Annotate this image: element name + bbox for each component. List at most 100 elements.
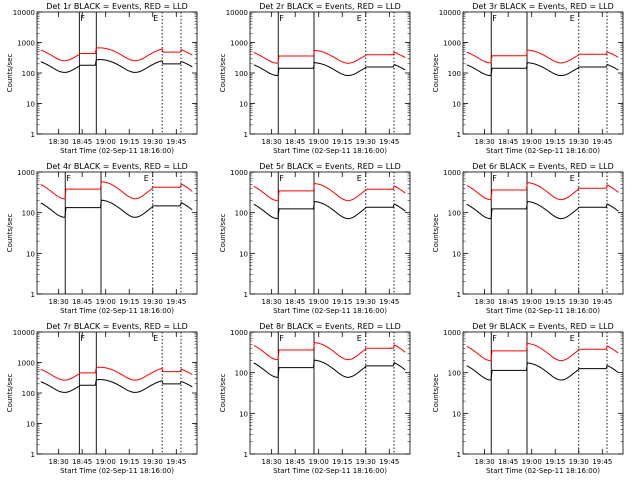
y-axis-label: Counts/sec — [6, 374, 14, 413]
chart-panel-7: Det 7r BLACK = Events, RED = LLD 1 10 100 10… — [6, 322, 198, 475]
x-tick-label: 18:30 — [475, 298, 495, 306]
y-tick-label: 1 — [457, 291, 461, 299]
events-series-line — [253, 62, 406, 76]
y-tick-label: 1000 — [17, 40, 35, 48]
y-tick-label: 1 — [244, 131, 248, 139]
chart-panel-3: Det 3r BLACK = Events, RED = LLD 1 10 100 10… — [432, 2, 624, 155]
y-tick-label: 100 — [448, 370, 461, 378]
x-tick-label: 19:30 — [143, 138, 163, 146]
x-tick-label: 19:15 — [545, 458, 565, 466]
y-tick-label: 1000 — [443, 169, 461, 177]
y-tick-label: 100 — [235, 370, 248, 378]
chart-panel-4: Det 4r BLACK = Events, RED = LLD 1 10 100 10… — [6, 162, 198, 315]
x-tick-label: 19:30 — [569, 458, 589, 466]
x-axis-label: Start Time (02-Sep-11 18:16:00) — [273, 307, 387, 315]
x-axis-label: Start Time (02-Sep-11 18:16:00) — [273, 147, 387, 155]
y-tick-label: 1 — [31, 451, 35, 459]
y-axis-label: Counts/sec — [219, 374, 227, 413]
y-tick-label: 100 — [235, 70, 248, 78]
x-axis-label: Start Time (02-Sep-11 18:16:00) — [60, 147, 174, 155]
x-tick-label: 19:15 — [119, 138, 139, 146]
chart-title: Det 4r BLACK = Events, RED = LLD — [46, 162, 188, 171]
chart-title: Det 8r BLACK = Events, RED = LLD — [259, 322, 401, 331]
x-tick-label: 18:45 — [72, 298, 92, 306]
x-tick-label: 19:00 — [309, 298, 329, 306]
plot-frame — [36, 11, 198, 135]
marker-e-label: E — [570, 174, 575, 183]
y-tick-label: 10000 — [13, 9, 35, 17]
x-axis-label: Start Time (02-Sep-11 18:16:00) — [486, 307, 600, 315]
x-tick-label: 18:30 — [262, 138, 282, 146]
y-axis-label: Counts/sec — [219, 214, 227, 253]
marker-f-label: F — [492, 14, 497, 23]
lld-series-line — [40, 47, 193, 62]
chart-title: Det 6r BLACK = Events, RED = LLD — [472, 162, 614, 171]
lld-series-line — [40, 181, 193, 200]
y-tick-label: 1000 — [230, 329, 248, 337]
x-tick-label: 18:45 — [285, 138, 305, 146]
x-axis-label: Start Time (02-Sep-11 18:16:00) — [273, 467, 387, 475]
y-tick-label: 1 — [244, 291, 248, 299]
x-tick-label: 19:30 — [356, 458, 376, 466]
lld-series-line — [40, 366, 193, 381]
marker-f-label: F — [279, 14, 284, 23]
lld-series-line — [253, 49, 406, 64]
y-axis-label: Counts/sec — [6, 54, 14, 93]
y-tick-label: 10 — [452, 250, 461, 258]
events-series-line — [40, 199, 193, 218]
plot-frame — [36, 331, 198, 455]
chart-title: Det 5r BLACK = Events, RED = LLD — [259, 162, 401, 171]
marker-f-label: F — [492, 174, 497, 183]
marker-e-label: E — [144, 174, 149, 183]
x-axis-label: Start Time (02-Sep-11 18:16:00) — [486, 467, 600, 475]
marker-f-label: F — [66, 174, 71, 183]
x-tick-label: 19:30 — [143, 458, 163, 466]
y-axis-label: Counts/sec — [432, 374, 440, 413]
y-axis-label: Counts/sec — [219, 54, 227, 93]
x-tick-label: 19:30 — [143, 298, 163, 306]
x-tick-label: 19:15 — [119, 298, 139, 306]
x-tick-label: 19:45 — [166, 458, 186, 466]
x-tick-label: 19:45 — [379, 298, 399, 306]
x-tick-label: 19:00 — [522, 458, 542, 466]
lld-series-line — [466, 49, 619, 64]
y-tick-label: 10000 — [226, 9, 248, 17]
y-tick-label: 1000 — [230, 169, 248, 177]
x-axis-label: Start Time (02-Sep-11 18:16:00) — [486, 147, 600, 155]
plot-frame — [249, 171, 411, 295]
x-tick-label: 19:00 — [309, 138, 329, 146]
chart-title: Det 1r BLACK = Events, RED = LLD — [46, 2, 188, 11]
y-tick-label: 100 — [22, 70, 35, 78]
y-tick-label: 10 — [452, 410, 461, 418]
x-tick-label: 18:30 — [262, 298, 282, 306]
x-tick-label: 19:00 — [522, 298, 542, 306]
chart-title: Det 2r BLACK = Events, RED = LLD — [259, 2, 401, 11]
y-tick-label: 100 — [448, 210, 461, 218]
x-tick-label: 18:45 — [72, 138, 92, 146]
y-axis-label: Counts/sec — [432, 214, 440, 253]
marker-e-label: E — [357, 334, 362, 343]
y-axis-label: Counts/sec — [6, 214, 14, 253]
y-tick-label: 1000 — [230, 40, 248, 48]
events-series-line — [466, 62, 619, 76]
y-tick-label: 10 — [239, 410, 248, 418]
lld-series-line — [253, 342, 406, 361]
y-tick-label: 1 — [31, 291, 35, 299]
x-tick-label: 19:00 — [96, 458, 116, 466]
x-tick-label: 19:45 — [592, 138, 612, 146]
x-tick-label: 18:30 — [49, 298, 69, 306]
chart-title: Det 9r BLACK = Events, RED = LLD — [472, 322, 614, 331]
x-tick-label: 18:30 — [49, 138, 69, 146]
x-tick-label: 19:15 — [119, 458, 139, 466]
x-tick-label: 19:45 — [592, 458, 612, 466]
x-tick-label: 19:00 — [309, 458, 329, 466]
x-tick-label: 19:30 — [356, 298, 376, 306]
y-tick-label: 10000 — [13, 329, 35, 337]
events-series-line — [40, 379, 193, 393]
y-tick-label: 10 — [26, 101, 35, 109]
x-tick-label: 18:45 — [498, 298, 518, 306]
marker-f-label: F — [80, 14, 85, 23]
y-tick-label: 100 — [22, 210, 35, 218]
x-tick-label: 19:15 — [545, 298, 565, 306]
